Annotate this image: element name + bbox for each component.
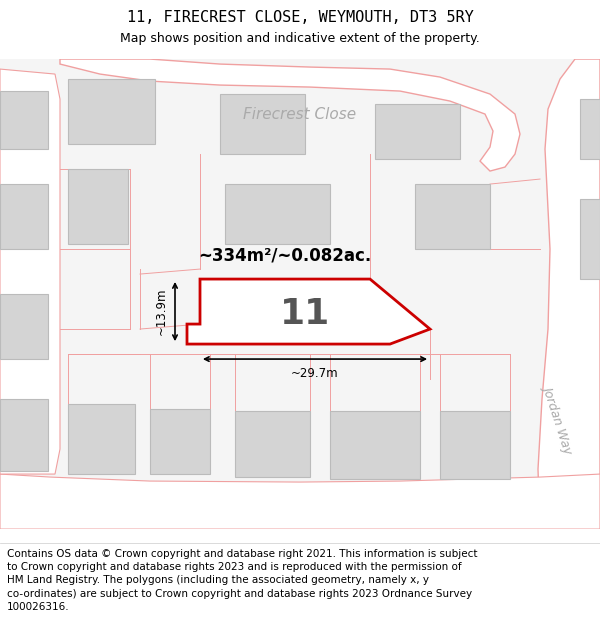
Text: Firecrest Close: Firecrest Close: [244, 106, 356, 121]
Polygon shape: [415, 184, 490, 249]
Text: Jordan Way: Jordan Way: [541, 384, 575, 454]
Text: ~13.9m: ~13.9m: [155, 288, 167, 335]
Text: 11, FIRECREST CLOSE, WEYMOUTH, DT3 5RY: 11, FIRECREST CLOSE, WEYMOUTH, DT3 5RY: [127, 9, 473, 24]
Polygon shape: [0, 91, 48, 149]
Polygon shape: [150, 409, 210, 474]
Polygon shape: [538, 59, 600, 529]
Polygon shape: [60, 59, 520, 171]
Polygon shape: [235, 411, 310, 477]
Polygon shape: [0, 69, 60, 474]
Polygon shape: [187, 279, 430, 344]
Text: ~29.7m: ~29.7m: [291, 366, 339, 379]
Text: Contains OS data © Crown copyright and database right 2021. This information is : Contains OS data © Crown copyright and d…: [7, 549, 478, 612]
Polygon shape: [330, 411, 420, 479]
Polygon shape: [68, 404, 135, 474]
Polygon shape: [0, 184, 48, 249]
Polygon shape: [0, 294, 48, 359]
Polygon shape: [440, 411, 510, 479]
Polygon shape: [580, 99, 600, 159]
Polygon shape: [68, 79, 155, 144]
Text: Map shows position and indicative extent of the property.: Map shows position and indicative extent…: [120, 32, 480, 45]
Polygon shape: [225, 184, 330, 244]
Polygon shape: [68, 169, 128, 244]
Text: 11: 11: [280, 297, 330, 331]
Polygon shape: [0, 474, 600, 529]
Polygon shape: [220, 94, 305, 154]
Polygon shape: [0, 399, 48, 471]
Polygon shape: [580, 199, 600, 279]
Polygon shape: [375, 104, 460, 159]
Text: ~334m²/~0.082ac.: ~334m²/~0.082ac.: [199, 246, 371, 264]
